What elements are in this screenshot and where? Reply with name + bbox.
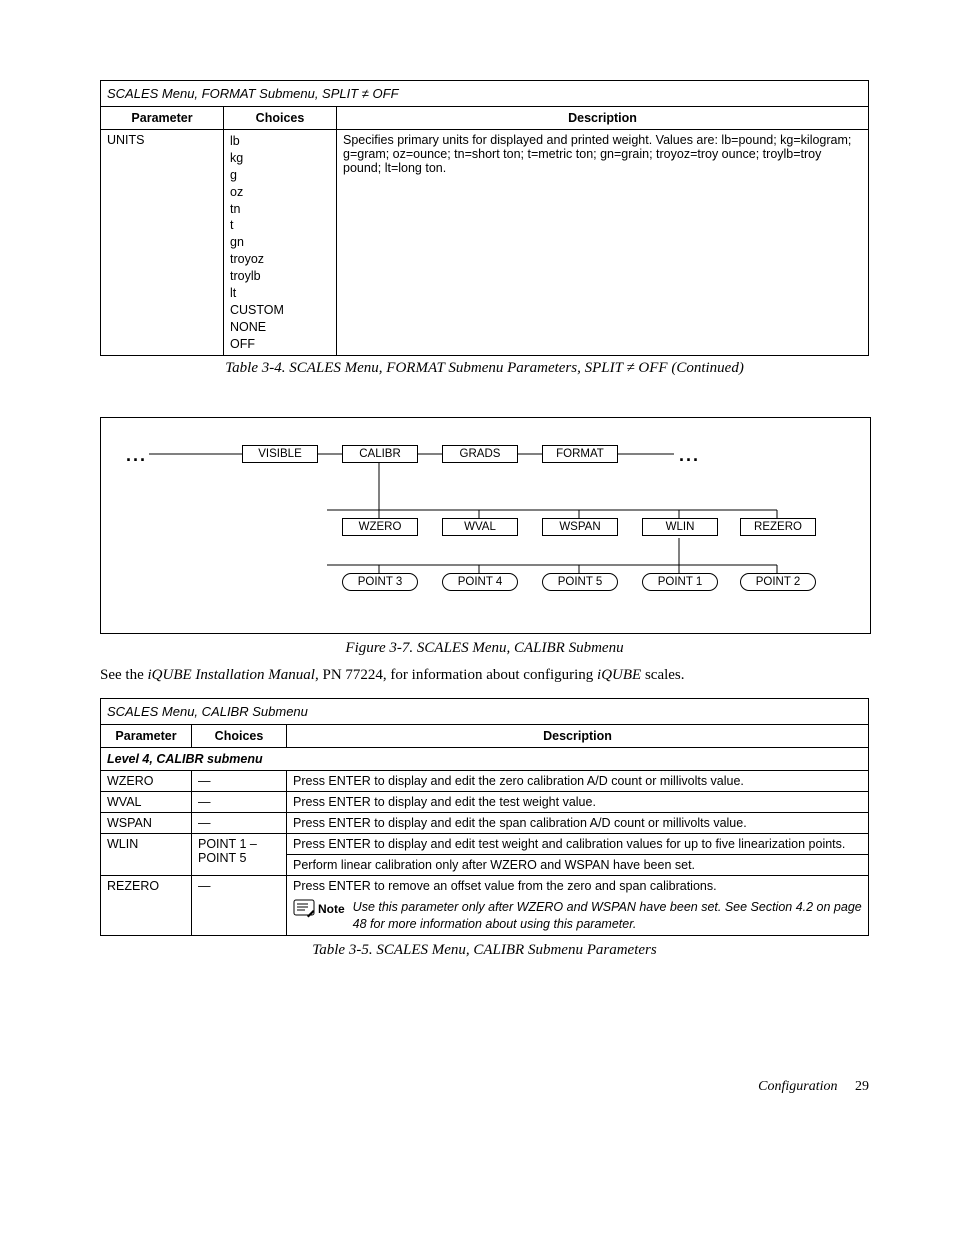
table1-title-row: SCALES Menu, FORMAT Submenu, SPLIT ≠ OFF xyxy=(101,81,869,107)
table1-param-cell: UNITS xyxy=(101,130,224,356)
diagram-node-visible: VISIBLE xyxy=(242,445,318,463)
note-block: Note Use this parameter only after WZERO… xyxy=(293,899,862,932)
diagram-node-point3: POINT 3 xyxy=(342,573,418,591)
table2-header-choices: Choices xyxy=(192,725,287,748)
table2-title-row: SCALES Menu, CALIBR Submenu xyxy=(101,699,869,725)
diagram-node-rezero: REZERO xyxy=(740,518,816,536)
cell-desc: Press ENTER to display and edit the span… xyxy=(287,813,869,834)
cell-choices: — xyxy=(192,813,287,834)
diagram-node-point5: POINT 5 xyxy=(542,573,618,591)
table2-subhead-row: Level 4, CALIBR submenu xyxy=(101,748,869,771)
choice: lb xyxy=(230,134,240,148)
ellipsis-left: ... xyxy=(126,446,147,464)
choice: tn xyxy=(230,202,240,216)
table2-header-row: Parameter Choices Description xyxy=(101,725,869,748)
table-row: WVAL — Press ENTER to display and edit t… xyxy=(101,792,869,813)
page-content: SCALES Menu, FORMAT Submenu, SPLIT ≠ OFF… xyxy=(0,0,954,1125)
note-label: Note xyxy=(318,902,345,916)
diagram-node-calibr: CALIBR xyxy=(342,445,418,463)
body-text-iqube: iQUBE xyxy=(597,667,641,683)
cell-param: WLIN xyxy=(101,834,192,876)
cell-param: WSPAN xyxy=(101,813,192,834)
table2-subhead: Level 4, CALIBR submenu xyxy=(101,748,869,771)
cell-desc: Press ENTER to display and edit the test… xyxy=(287,792,869,813)
footer-section: Configuration xyxy=(758,1079,837,1094)
choice: lt xyxy=(230,286,236,300)
choice: CUSTOM xyxy=(230,303,284,317)
table2-header-description: Description xyxy=(287,725,869,748)
choice: gn xyxy=(230,235,244,249)
cell-param: WVAL xyxy=(101,792,192,813)
note-text: Use this parameter only after WZERO and … xyxy=(353,899,862,932)
choice: oz xyxy=(230,185,243,199)
choice: OFF xyxy=(230,337,255,351)
cell-desc: Press ENTER to display and edit the zero… xyxy=(287,771,869,792)
choice: NONE xyxy=(230,320,266,334)
body-text-post: scales. xyxy=(641,667,684,683)
table2-header-parameter: Parameter xyxy=(101,725,192,748)
diagram-node-point1: POINT 1 xyxy=(642,573,718,591)
calibr-submenu-diagram: ... ... VISIBLE CALIBR GRADS FORMAT WZER… xyxy=(100,417,871,634)
table1-caption: Table 3-4. SCALES Menu, FORMAT Submenu P… xyxy=(100,360,869,377)
diagram-node-wspan: WSPAN xyxy=(542,518,618,536)
table-row: WZERO — Press ENTER to display and edit … xyxy=(101,771,869,792)
choice: t xyxy=(230,218,233,232)
table1-description-cell: Specifies primary units for displayed an… xyxy=(337,130,869,356)
choice: troylb xyxy=(230,269,261,283)
cell-choices: — xyxy=(192,792,287,813)
choice: kg xyxy=(230,151,243,165)
cell-desc: Press ENTER to remove an offset value fr… xyxy=(287,876,869,936)
diagram-node-wval: WVAL xyxy=(442,518,518,536)
table1-header-description: Description xyxy=(337,107,869,130)
cell-desc: Perform linear calibration only after WZ… xyxy=(287,855,869,876)
table-calibr-submenu: SCALES Menu, CALIBR Submenu Parameter Ch… xyxy=(100,698,869,936)
cell-param: REZERO xyxy=(101,876,192,936)
diagram-caption: Figure 3-7. SCALES Menu, CALIBR Submenu xyxy=(100,640,869,657)
page-footer: Configuration 29 xyxy=(100,1079,869,1095)
diagram-node-grads: GRADS xyxy=(442,445,518,463)
cell-choices: — xyxy=(192,771,287,792)
body-text-pre: See the xyxy=(100,667,147,683)
diagram-node-point4: POINT 4 xyxy=(442,573,518,591)
cell-param: WZERO xyxy=(101,771,192,792)
diagram-node-format: FORMAT xyxy=(542,445,618,463)
footer-page-number: 29 xyxy=(855,1079,869,1094)
table-row: REZERO — Press ENTER to remove an offset… xyxy=(101,876,869,936)
table1-header-parameter: Parameter xyxy=(101,107,224,130)
table1-title: SCALES Menu, FORMAT Submenu, SPLIT ≠ OFF xyxy=(101,81,869,107)
cell-choices: POINT 1 – POINT 5 xyxy=(192,834,287,876)
cell-choices: — xyxy=(192,876,287,936)
diagram-node-wlin: WLIN xyxy=(642,518,718,536)
body-text-mid: , PN 77224, for information about config… xyxy=(315,667,597,683)
table2-title: SCALES Menu, CALIBR Submenu xyxy=(101,699,869,725)
note-icon: Note xyxy=(293,899,345,919)
diagram-node-point2: POINT 2 xyxy=(740,573,816,591)
body-paragraph: See the iQUBE Installation Manual, PN 77… xyxy=(100,667,869,684)
pencil-note-icon xyxy=(293,899,315,919)
table1-header-row: Parameter Choices Description xyxy=(101,107,869,130)
rezero-desc-line1: Press ENTER to remove an offset value fr… xyxy=(293,879,862,893)
table-row: WSPAN — Press ENTER to display and edit … xyxy=(101,813,869,834)
table2-caption: Table 3-5. SCALES Menu, CALIBR Submenu P… xyxy=(100,942,869,959)
diagram-node-wzero: WZERO xyxy=(342,518,418,536)
table1-choices-cell: lb kg g oz tn t gn troyoz troylb lt CUST… xyxy=(224,130,337,356)
body-text-manual: iQUBE Installation Manual xyxy=(147,667,315,683)
table1-header-choices: Choices xyxy=(224,107,337,130)
choice: g xyxy=(230,168,237,182)
table-row: WLIN POINT 1 – POINT 5 Press ENTER to di… xyxy=(101,834,869,855)
cell-desc: Press ENTER to display and edit test wei… xyxy=(287,834,869,855)
table-format-submenu: SCALES Menu, FORMAT Submenu, SPLIT ≠ OFF… xyxy=(100,80,869,356)
choice: troyoz xyxy=(230,252,264,266)
ellipsis-right: ... xyxy=(679,446,700,464)
table-row: UNITS lb kg g oz tn t gn troyoz troylb l… xyxy=(101,130,869,356)
